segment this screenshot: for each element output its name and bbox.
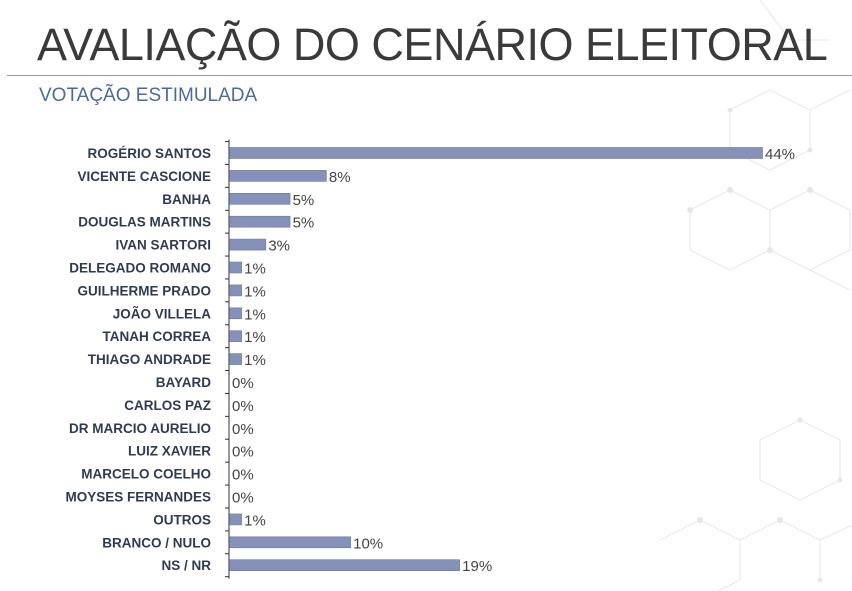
bar <box>229 330 242 343</box>
category-label: GUILHERME PRADO <box>77 283 211 298</box>
value-label: 0% <box>232 375 254 392</box>
category-label: DOUGLAS MARTINS <box>78 215 211 230</box>
value-label: 1% <box>244 261 266 278</box>
value-label: 10% <box>353 535 383 552</box>
bar <box>229 559 460 572</box>
category-label: IVAN SARTORI <box>115 238 211 253</box>
category-label: BAYARD <box>156 375 212 390</box>
category-label: NS / NR <box>161 558 211 573</box>
value-label: 3% <box>268 238 290 255</box>
value-label: 0% <box>232 444 254 461</box>
value-label: 8% <box>329 169 351 186</box>
category-label: BANHA <box>162 192 211 207</box>
category-label: DELEGADO ROMANO <box>69 261 211 276</box>
category-label: ROGÉRIO SANTOS <box>87 146 211 161</box>
category-label: THIAGO ANDRADE <box>88 352 211 367</box>
value-label: 0% <box>232 490 254 507</box>
bar <box>229 193 291 205</box>
category-label: MOYSES FERNANDES <box>65 490 211 505</box>
value-label: 1% <box>244 512 266 529</box>
bar <box>229 536 351 549</box>
value-label: 5% <box>293 215 315 232</box>
category-label: JOÃO VILLELA <box>113 306 212 321</box>
value-label: 1% <box>244 352 266 369</box>
value-label: 1% <box>244 306 266 323</box>
bar <box>229 307 242 320</box>
category-label: BRANCO / NULO <box>102 535 211 550</box>
category-label: VICENTE CASCIONE <box>77 169 211 184</box>
value-label: 0% <box>232 467 254 484</box>
category-label: MARCELO COELHO <box>81 467 211 482</box>
page-subtitle: VOTAÇÃO ESTIMULADA <box>39 85 258 106</box>
category-label: DR MARCIO AURELIO <box>69 421 211 436</box>
bar <box>229 353 242 365</box>
value-label: 0% <box>232 398 254 415</box>
bar <box>229 284 242 297</box>
value-label: 19% <box>462 558 492 575</box>
page-title: AVALIAÇÃO DO CENÁRIO ELEITORAL <box>37 19 828 70</box>
bar <box>229 170 327 182</box>
value-label: 5% <box>293 192 315 209</box>
bar <box>229 147 763 159</box>
value-label: 0% <box>232 421 254 438</box>
bar <box>229 238 267 251</box>
category-label: TANAH CORREA <box>103 329 212 344</box>
bar <box>229 513 242 526</box>
title-divider <box>7 75 852 76</box>
value-label: 44% <box>765 146 795 163</box>
category-label: OUTROS <box>153 512 211 527</box>
category-label: LUIZ XAVIER <box>128 444 211 459</box>
value-label: 1% <box>244 329 266 346</box>
bar <box>229 261 242 274</box>
bar <box>229 215 291 228</box>
value-label: 1% <box>244 283 266 300</box>
category-label: CARLOS PAZ <box>124 398 211 413</box>
